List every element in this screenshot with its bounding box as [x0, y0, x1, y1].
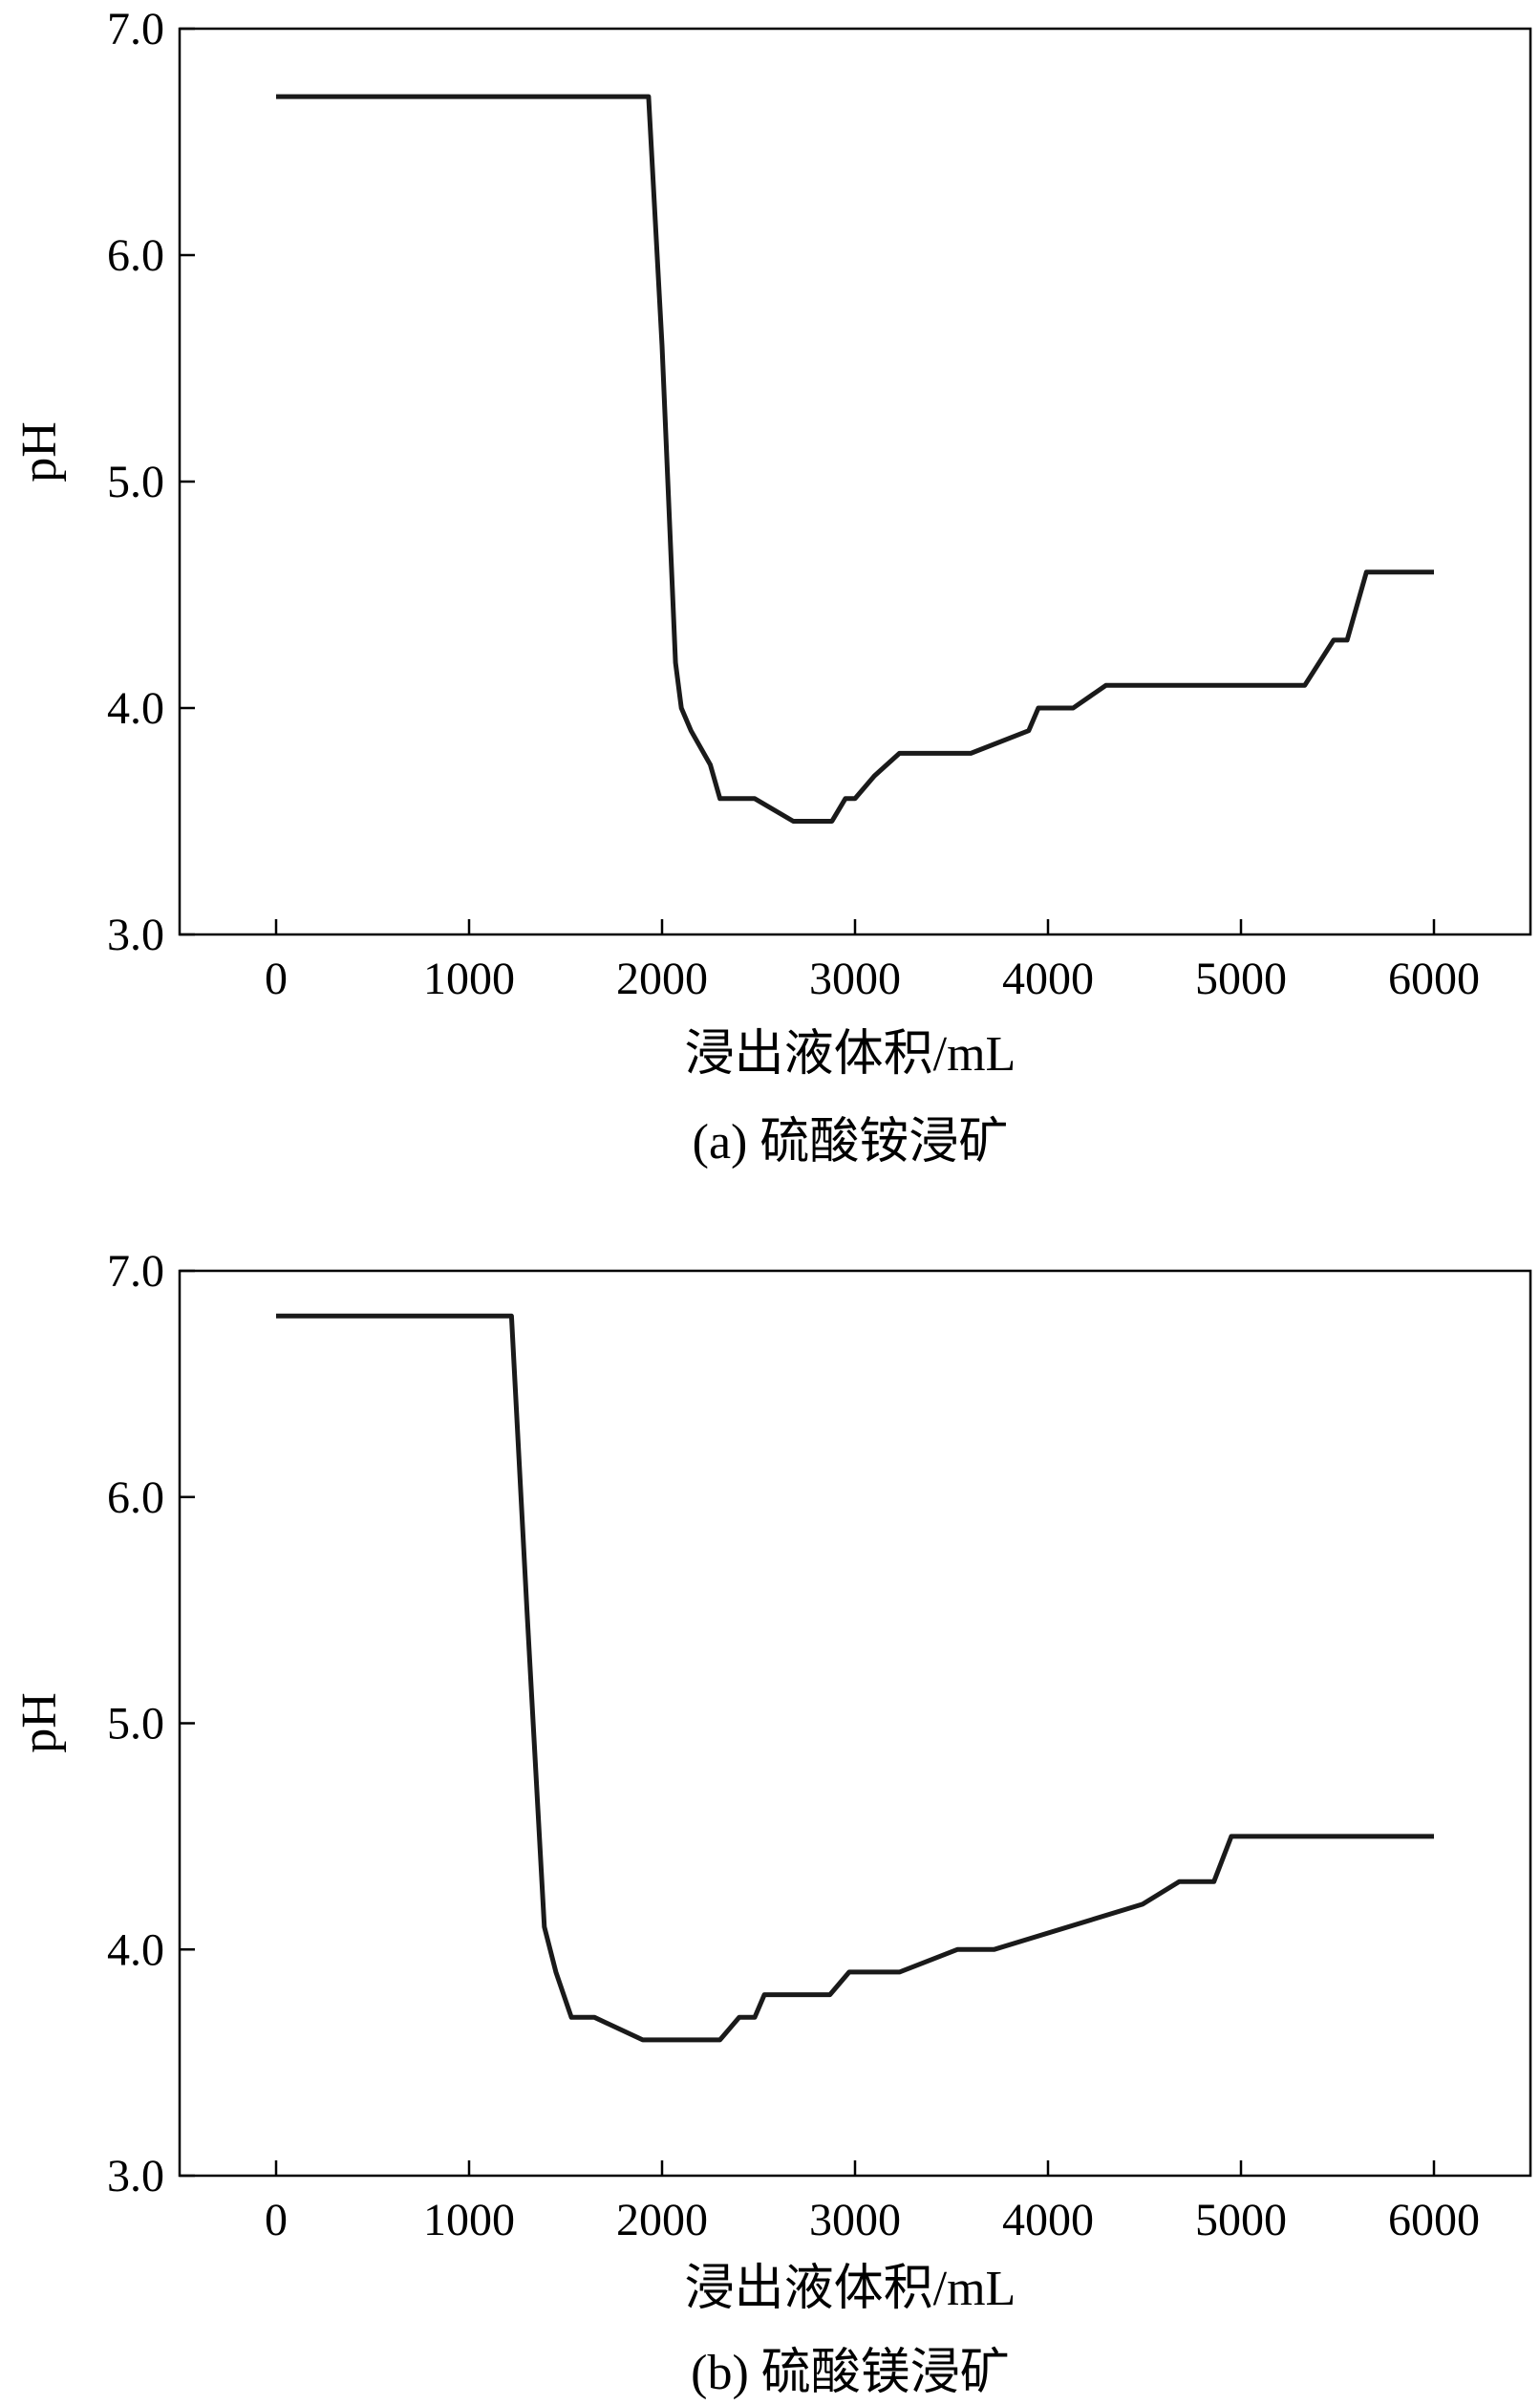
x-tick-label: 1000	[423, 2195, 515, 2245]
chart-panel-a: 3.0 4.0 5.0 6.0 7.0 0 1000 2000 3000 4000 5000 600…	[12, 4, 1532, 1170]
x-tick-label: 4000	[1002, 954, 1094, 1004]
panel-a-y-tick-labels: 3.0 4.0 5.0 6.0 7.0	[107, 4, 164, 960]
x-tick-label: 2000	[616, 954, 708, 1004]
panel-a-ph-line	[276, 94, 1434, 824]
y-tick-label: 4.0	[107, 1924, 164, 1975]
panel-b-x-tick-labels: 0 1000 2000 3000 4000 5000 6000	[265, 2195, 1480, 2245]
y-tick-label: 7.0	[107, 4, 164, 54]
panel-b-caption: (b) 硫酸镁浸矿	[691, 2346, 1010, 2400]
x-tick-label: 4000	[1002, 2195, 1094, 2245]
y-tick-label: 6.0	[107, 230, 164, 281]
y-tick-label: 7.0	[107, 1246, 164, 1297]
x-tick-label: 5000	[1195, 954, 1287, 1004]
y-tick-label: 6.0	[107, 1472, 164, 1523]
panel-a-x-tick-labels: 0 1000 2000 3000 4000 5000 6000	[265, 954, 1480, 1004]
panel-b-y-axis-title: pH	[12, 1692, 67, 1753]
panel-b-ph-line	[276, 1313, 1434, 2043]
y-tick-label: 3.0	[107, 910, 164, 960]
panel-b-plot-frame	[178, 1269, 1532, 2178]
chart-panel-b: 3.0 4.0 5.0 6.0 7.0 0 1000 2000 3000 4000 5000 600…	[12, 1246, 1532, 2400]
x-tick-label: 5000	[1195, 2195, 1287, 2245]
x-tick-label: 0	[265, 2195, 288, 2245]
x-tick-label: 2000	[616, 2195, 708, 2245]
x-tick-label: 6000	[1388, 2195, 1480, 2245]
y-tick-label: 3.0	[107, 2151, 164, 2201]
x-tick-label: 3000	[809, 2195, 901, 2245]
panel-a-caption: (a) 硫酸铵浸矿	[693, 1115, 1009, 1170]
x-tick-label: 3000	[809, 954, 901, 1004]
panel-a-y-axis-title: pH	[12, 421, 67, 483]
panel-b-x-axis-title: 浸出液体积/mL	[685, 2262, 1016, 2316]
x-tick-label: 1000	[423, 954, 515, 1004]
panel-a-x-axis-title: 浸出液体积/mL	[685, 1027, 1016, 1082]
y-tick-label: 4.0	[107, 683, 164, 734]
x-tick-label: 0	[265, 954, 288, 1004]
y-tick-label: 5.0	[107, 457, 164, 507]
panel-b-y-tick-labels: 3.0 4.0 5.0 6.0 7.0	[107, 1246, 164, 2201]
x-tick-label: 6000	[1388, 954, 1480, 1004]
y-tick-label: 5.0	[107, 1699, 164, 1750]
